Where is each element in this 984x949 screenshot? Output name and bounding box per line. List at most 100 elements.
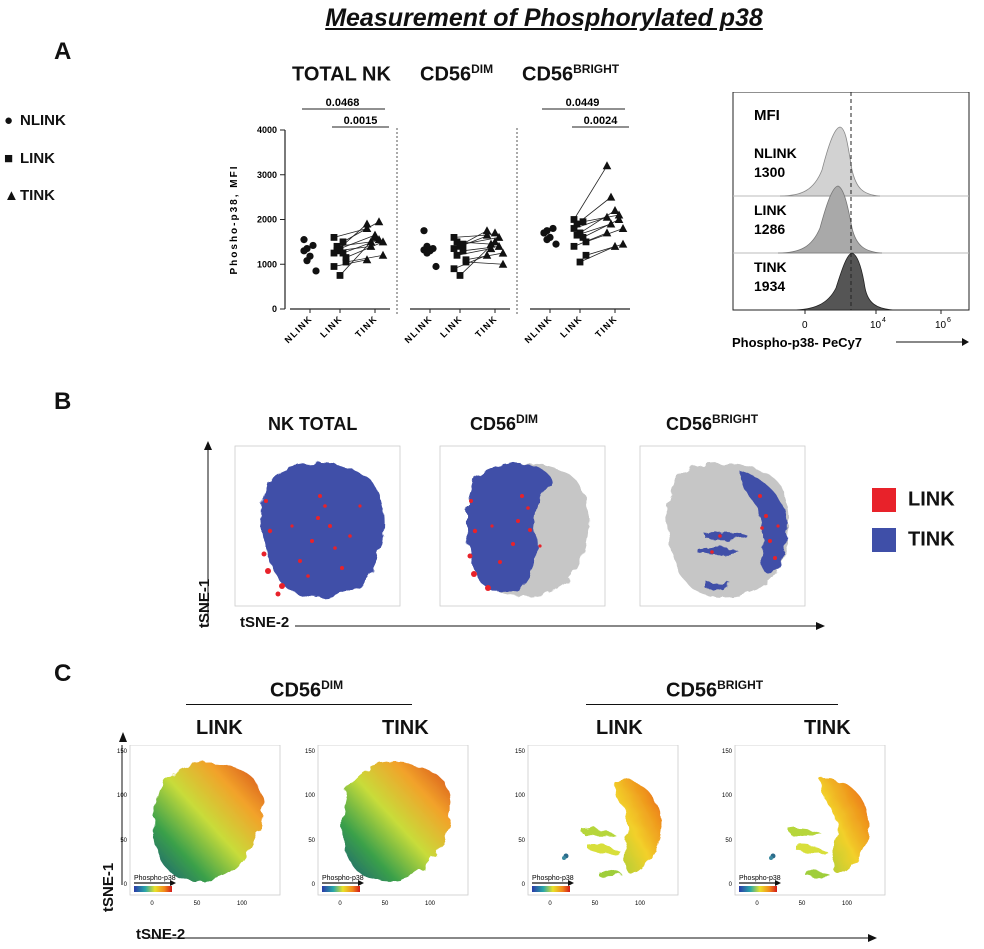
link-point: [573, 220, 581, 228]
tick-label: 0: [522, 882, 526, 888]
tink-point: [366, 241, 376, 250]
tink-point: [494, 232, 504, 241]
tink-point: [498, 248, 508, 257]
cluster-cloud: [154, 763, 263, 882]
cluster-shape: [613, 779, 662, 875]
group-header-cd56-bright: CD56BRIGHT: [522, 62, 620, 86]
axis-arrow-icon: [775, 880, 781, 886]
nlink-point: [300, 236, 308, 244]
tink-point: [606, 219, 616, 228]
nlink-point: [429, 244, 437, 253]
cluster-shape: [588, 844, 620, 853]
axis-arrow-icon: [170, 880, 176, 886]
y-tick-label: 3000: [257, 170, 277, 180]
pair-line: [333, 259, 368, 267]
legend-link-swatch: LINK: [872, 488, 955, 512]
tink-color-icon: [872, 528, 896, 552]
hist-tick-exp: 4: [882, 317, 886, 324]
p-value-label: 0.0024: [584, 115, 619, 127]
hist-tick-label: 10: [935, 320, 947, 331]
link-point: [339, 249, 347, 257]
cluster-shape: [342, 763, 451, 882]
p-value-label: 0.0468: [326, 97, 360, 109]
circle-marker-icon: ●: [4, 112, 14, 129]
tink-point: [486, 239, 496, 248]
tink-point: [602, 212, 612, 221]
tick-label: 50: [518, 838, 525, 844]
link-point: [450, 234, 458, 241]
cluster-shape: [598, 870, 623, 878]
tsne-heat-plots: 150 100 50 0 0 50 100 Phospho-p38 150 100 50 0 0 50 10…: [117, 745, 886, 942]
panel-c-ylabel: tSNE-1: [100, 862, 117, 912]
tink-point: [614, 215, 624, 223]
y-tick-label: 4000: [257, 125, 277, 135]
legend-label: LINK: [20, 150, 55, 167]
tick-label: 50: [194, 901, 201, 907]
cluster-shape: [790, 828, 823, 837]
group-header-cd56-bright: CD56BRIGHT: [666, 678, 764, 702]
hist-tick-label: 0: [802, 320, 808, 331]
link-point: [456, 272, 464, 279]
tick-label: 100: [515, 793, 526, 799]
link-point: [462, 256, 470, 264]
hist-row-value: 1934: [754, 278, 785, 294]
pair-line: [579, 210, 616, 234]
tink-point: [610, 206, 620, 215]
y-axis-label: Phosho-p38, MFI: [229, 165, 240, 275]
link-point: [459, 247, 467, 255]
nlink-point: [420, 227, 428, 235]
link-point: [342, 258, 350, 266]
tick-label: 0: [548, 901, 552, 907]
tink-point: [618, 239, 628, 248]
hist-row-name: 1286: [754, 221, 785, 237]
tink-point: [602, 228, 612, 237]
tink-point: [366, 237, 376, 246]
tsne-plot-cd56-dim: [439, 445, 606, 607]
tink-point: [362, 223, 372, 232]
histogram-svg: MFI NLINK 1300 LINK 1286 TINK 1934 0 10 …: [732, 91, 970, 350]
tink-point: [370, 232, 380, 241]
panel-a-letter: A: [54, 38, 72, 65]
axis-arrow-icon: [358, 880, 364, 886]
group-header-cd56-dim: CD56DIM: [420, 62, 494, 86]
link-point: [570, 242, 578, 250]
tsne-plot-cd56-bright: [639, 445, 806, 607]
x-tick-label: LINK: [438, 313, 464, 339]
nlink-point: [312, 267, 320, 275]
link-point: [579, 218, 587, 226]
legend-tink: ▲TINK: [4, 187, 55, 204]
colorbar-label: Phospho-p38: [532, 875, 574, 882]
tick-label: 0: [124, 882, 128, 888]
tsne-plot-title: CD56DIM: [470, 412, 539, 434]
tink-point: [374, 217, 384, 226]
pair-line: [345, 254, 384, 263]
link-point: [336, 272, 344, 279]
cluster-cloud: [342, 763, 451, 882]
p-value-label: 0.0449: [566, 97, 600, 109]
tink-point: [362, 255, 372, 264]
y-tick-label: 0: [272, 304, 277, 314]
group-underline: [586, 704, 838, 705]
link-point: [330, 249, 338, 257]
tick-label: 150: [722, 749, 733, 755]
histogram-nlink-peak: [779, 126, 881, 197]
tink-point: [482, 230, 492, 239]
tink-point: [602, 161, 612, 170]
cluster-shape: [805, 870, 830, 878]
tick-label: 150: [305, 749, 316, 755]
cluster-cloud: [583, 779, 662, 878]
link-point: [582, 251, 590, 259]
pair-line: [465, 261, 504, 265]
histogram-tink-peak: [791, 252, 895, 311]
axis-arrow-icon: [962, 338, 969, 346]
pair-line: [573, 232, 608, 247]
tink-point: [490, 228, 500, 237]
x-tick-label: LINK: [558, 313, 584, 339]
link-point: [450, 265, 458, 273]
tick-label: 150: [515, 749, 526, 755]
nlink-point: [303, 257, 311, 265]
cell-dot: [769, 856, 773, 860]
tsne-plot-title: LINK: [196, 717, 243, 739]
pair-line: [582, 214, 620, 223]
